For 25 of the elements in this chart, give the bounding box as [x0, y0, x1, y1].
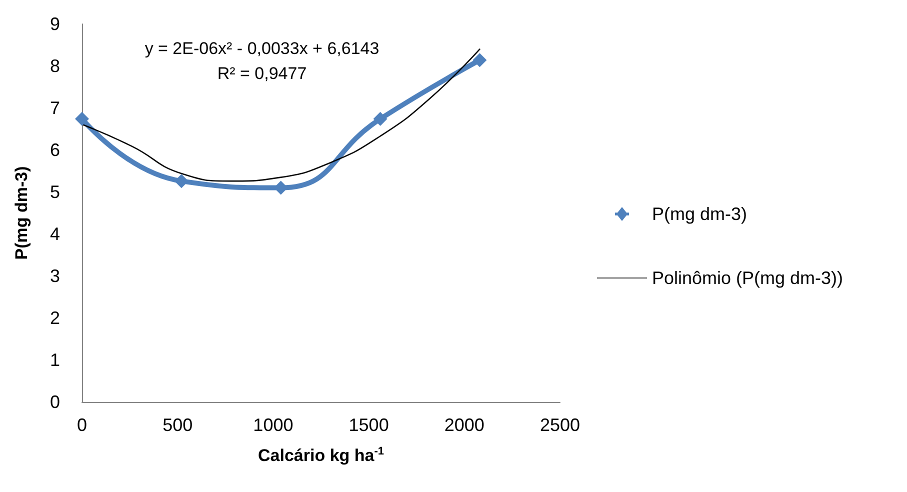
point — [373, 112, 388, 126]
x-tick-label: 2500 — [540, 415, 580, 435]
x-tick-label: 0 — [76, 415, 88, 435]
y-tick-label: 1 — [50, 350, 60, 370]
x-tick-label: 1000 — [253, 415, 294, 435]
y-tick-label: 5 — [50, 182, 60, 202]
legend-label: Polinômio (P(mg dm-3)) — [652, 268, 844, 288]
y-tick-label: 7 — [50, 98, 60, 118]
annotation: y = 2E-06x² - 0,0033x + 6,6143 — [144, 39, 380, 58]
y-tick-label: 8 — [50, 56, 60, 76]
y-tick-label: 3 — [50, 266, 60, 286]
point — [472, 53, 487, 68]
x-tick-label: 1500 — [348, 415, 389, 435]
y-tick-label: 0 — [50, 392, 60, 412]
point — [75, 112, 89, 126]
point — [174, 174, 188, 188]
x-tick-label: 2000 — [444, 415, 484, 435]
x-tick-label: 500 — [162, 415, 193, 435]
legend-label: P(mg dm-3) — [652, 204, 748, 224]
y-tick-label: 9 — [50, 14, 60, 34]
y-tick-label: 6 — [50, 140, 60, 160]
y-tick-label: 4 — [50, 224, 60, 244]
y-axis-title: P(mg dm-3) — [12, 166, 31, 260]
annotation: R² = 0,9477 — [217, 64, 307, 83]
y-tick-label: 2 — [50, 308, 60, 328]
